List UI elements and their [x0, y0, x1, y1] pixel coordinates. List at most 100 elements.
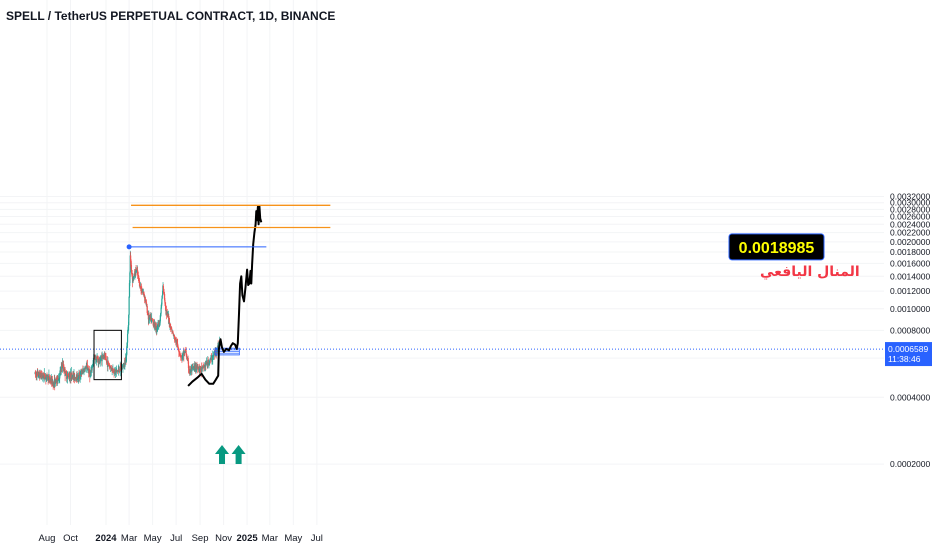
- candle-body: [113, 369, 116, 374]
- candle-body: [160, 304, 163, 308]
- candle-body: [216, 350, 218, 352]
- last-price-value: 0.0006589: [888, 344, 928, 354]
- candle-body: [188, 367, 190, 370]
- candle-body: [132, 278, 134, 283]
- candle-body: [216, 346, 218, 351]
- candle-body: [116, 369, 118, 371]
- candle-body: [135, 269, 138, 272]
- candle-body: [205, 362, 207, 366]
- candle-body: [36, 371, 38, 378]
- candle-body: [154, 323, 156, 328]
- candle-body: [152, 320, 154, 322]
- candle-body: [127, 329, 129, 334]
- candle-body: [49, 379, 52, 382]
- candle-body: [168, 319, 170, 324]
- y-tick-label: 0.0008000: [890, 325, 930, 335]
- candle-body: [107, 361, 109, 364]
- candle-body: [130, 255, 132, 263]
- candle-body: [41, 375, 43, 377]
- candle-body: [207, 359, 209, 365]
- candle-body: [199, 368, 201, 371]
- candle-body: [128, 296, 130, 315]
- candle-body: [66, 378, 68, 380]
- candle-body: [198, 367, 200, 370]
- y-tick-label: 0.0022000: [890, 228, 930, 238]
- candle-body: [81, 373, 83, 374]
- candle-body: [58, 378, 60, 380]
- y-tick-label: 0.0004000: [890, 392, 930, 402]
- candle-body: [209, 361, 211, 363]
- candle-body: [97, 359, 99, 361]
- chart-title: SPELL / TetherUS PERPETUAL CONTRACT, 1D,…: [6, 9, 336, 23]
- candle-body: [146, 306, 148, 314]
- candle-body: [37, 371, 39, 376]
- candle-body: [76, 375, 78, 380]
- candle-body: [157, 326, 159, 328]
- candle-body: [42, 373, 44, 377]
- candle-body: [62, 364, 65, 369]
- x-tick-label: 2024: [95, 533, 117, 544]
- candle-body: [174, 339, 176, 341]
- candle-body: [130, 262, 132, 265]
- candle-body: [60, 369, 62, 373]
- candle-body: [197, 366, 199, 370]
- candle-body: [211, 356, 213, 361]
- y-tick-label: 0.0012000: [890, 286, 930, 296]
- candle-body: [163, 294, 166, 301]
- candle-body: [39, 372, 42, 377]
- candle-body: [176, 342, 178, 344]
- candle-body: [35, 373, 37, 377]
- candle-body: [60, 366, 62, 370]
- candle-body: [92, 363, 94, 366]
- candle-body: [94, 356, 96, 360]
- candle-body: [131, 270, 133, 273]
- range-box: [93, 329, 122, 381]
- candle-body: [140, 288, 143, 292]
- candle-body: [71, 372, 73, 378]
- candle-body: [178, 350, 180, 353]
- candle-body: [187, 361, 190, 368]
- candle-body: [104, 356, 107, 358]
- candle-body: [213, 354, 215, 356]
- candle-body: [156, 328, 158, 331]
- candle-body: [179, 352, 181, 354]
- candle-body: [47, 376, 50, 381]
- candle-body: [175, 340, 178, 345]
- candle-body: [65, 371, 67, 375]
- up-arrow-icon: [231, 445, 246, 464]
- candle-body: [138, 280, 140, 281]
- candle-body: [127, 325, 129, 330]
- candle-body: [165, 306, 167, 311]
- candle-body: [63, 368, 65, 371]
- candle-body: [83, 369, 85, 373]
- candle-body: [84, 367, 86, 371]
- candle-body: [110, 366, 112, 368]
- candle-body: [159, 321, 161, 325]
- candle-body: [104, 355, 106, 357]
- candlestick-series: [34, 250, 221, 391]
- x-tick-label: 2025: [237, 533, 259, 544]
- candle-body: [195, 365, 197, 370]
- candle-body: [188, 369, 190, 371]
- candle-body: [193, 366, 195, 368]
- candle-body: [206, 362, 208, 365]
- candle-body: [43, 375, 45, 379]
- candle-body: [114, 369, 116, 371]
- candle-body: [92, 360, 94, 364]
- candle-body: [52, 382, 55, 387]
- candle-body: [80, 371, 82, 376]
- candle-body: [158, 324, 161, 326]
- candle-body: [216, 350, 218, 354]
- y-tick-label: 0.0002000: [890, 459, 930, 469]
- ath-value-label: 0.0018985: [739, 240, 815, 257]
- candle-body: [162, 290, 164, 296]
- time-axis: Aug Oct 2024 Mar May Jul Sep Nov 2025 Mar May Jul: [39, 533, 323, 544]
- candle-body: [117, 370, 119, 371]
- candle-body: [207, 359, 209, 363]
- y-tick-label: 0.0028000: [890, 204, 930, 214]
- candle-body: [161, 298, 163, 305]
- candle-body: [67, 375, 70, 377]
- candle-body: [169, 323, 171, 328]
- candle-body: [104, 355, 106, 358]
